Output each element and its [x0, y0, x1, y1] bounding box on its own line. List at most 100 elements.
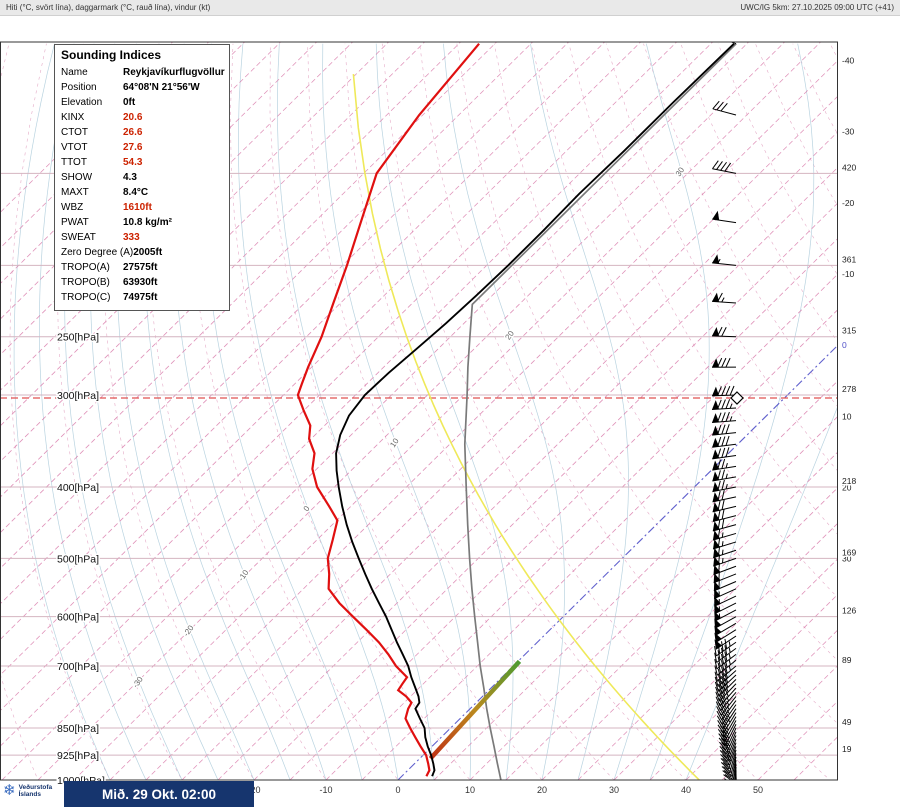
panel-title: Sounding Indices [61, 48, 162, 62]
met-office-logo: ❄ Veðurstofa Íslands [3, 783, 52, 798]
svg-text:89: 89 [842, 655, 852, 665]
index-label: SWEAT [61, 232, 96, 243]
index-label: Name [61, 67, 88, 78]
max-wind-diamond-icon [730, 391, 744, 405]
index-value: 20.6 [123, 112, 143, 123]
snowflake-icon: ❄ [3, 782, 16, 799]
index-label: TROPO(C) [61, 292, 111, 303]
index-row-vtot: VTOT 27.6 [61, 140, 224, 155]
index-row-zero-degree-a-: Zero Degree (A)2005ft [61, 245, 224, 260]
isa-reference-curve [463, 43, 737, 780]
index-value: 27575ft [123, 262, 158, 273]
index-value: 8.4°C [123, 187, 149, 198]
index-row-elevation: Elevation 0ft [61, 95, 224, 110]
svg-text:-10: -10 [236, 568, 250, 583]
svg-text:-30: -30 [131, 674, 145, 689]
index-label: Position [61, 82, 97, 93]
svg-text:-30: -30 [842, 127, 855, 137]
index-label: KINX [61, 112, 85, 123]
index-row-kinx: KINX 20.6 [61, 110, 224, 125]
header-right-label: UWC/IG 5km: 27.10.2025 09:00 UTC (+41) [740, 3, 894, 12]
index-value: 10.8 kg/m² [123, 217, 172, 228]
svg-text:20: 20 [842, 482, 852, 492]
svg-text:278: 278 [842, 384, 856, 394]
svg-text:315: 315 [842, 326, 856, 336]
svg-text:361: 361 [842, 254, 856, 264]
svg-text:-40: -40 [842, 55, 855, 65]
index-label: WBZ [61, 202, 84, 213]
index-value: 54.3 [123, 157, 143, 168]
svg-text:0: 0 [395, 785, 400, 795]
svg-text:20: 20 [537, 785, 547, 795]
logo-line2: Íslands [18, 790, 41, 798]
svg-text:20: 20 [503, 329, 516, 342]
svg-text:850[hPa]: 850[hPa] [57, 723, 99, 735]
logo-line1: Veðurstofa [18, 783, 53, 791]
svg-text:500[hPa]: 500[hPa] [57, 553, 99, 565]
logo-text: Veðurstofa Íslands [19, 784, 53, 798]
svg-text:10: 10 [388, 436, 401, 449]
svg-text:169: 169 [842, 547, 856, 557]
svg-text:30: 30 [842, 554, 852, 564]
index-value: 27.6 [123, 142, 143, 153]
index-label: PWAT [61, 217, 89, 228]
svg-text:400[hPa]: 400[hPa] [57, 482, 99, 494]
svg-text:40: 40 [681, 785, 691, 795]
index-row-name: Name Reykjavíkurflugvöllur [61, 65, 225, 80]
yellow-adiabat-curve [352, 74, 701, 780]
index-row-pwat: PWAT 10.8 kg/m² [61, 215, 224, 230]
svg-text:50: 50 [753, 785, 763, 795]
svg-text:700[hPa]: 700[hPa] [57, 661, 99, 673]
index-value: 26.6 [123, 127, 143, 138]
pressure-axis-labels: 250[hPa] 300[hPa] 400[hPa] 500[hPa] 600[hPa]… [56, 330, 107, 788]
index-row-tropo-b-: TROPO(B) 63930ft [61, 275, 224, 290]
index-label: TROPO(A) [61, 262, 110, 273]
dewpoint-curve [296, 42, 480, 777]
indices-rows: Name Reykjavíkurflugvöllur Position 64°08'N… [61, 65, 225, 305]
header-bar: Hiti (°C, svört lína), daggarmark (°C, r… [0, 0, 900, 16]
svg-text:-10: -10 [842, 269, 855, 279]
temperature-curve [335, 43, 735, 777]
index-label: TTOT [61, 157, 87, 168]
index-value: 1610ft [123, 202, 152, 213]
date-banner: Mið. 29 Okt. 02:00 [64, 781, 254, 807]
index-value: 74975ft [123, 292, 158, 303]
index-value: 4.3 [123, 172, 137, 183]
wind-barbs-column [711, 42, 737, 780]
index-value: 63930ft [123, 277, 158, 288]
index-label: Zero Degree (A) [61, 247, 134, 258]
index-label: CTOT [61, 127, 89, 138]
svg-text:10: 10 [465, 785, 475, 795]
svg-text:126: 126 [842, 606, 856, 616]
index-value: Reykjavíkurflugvöllur [123, 67, 225, 78]
index-row-ctot: CTOT 26.6 [61, 125, 224, 140]
right-axis-labels: -40 -30 -20 -10 0 10 20 30 420 361 315 278 218 169 126… [841, 54, 858, 756]
index-value: 2005ft [133, 247, 163, 258]
index-label: MAXT [61, 187, 89, 198]
index-label: SHOW [61, 172, 93, 183]
svg-text:250[hPa]: 250[hPa] [57, 332, 99, 344]
svg-text:30: 30 [609, 785, 619, 795]
index-row-position: Position 64°08'N 21°56'W [61, 80, 224, 95]
svg-text:10: 10 [842, 411, 852, 421]
svg-text:925[hPa]: 925[hPa] [57, 750, 99, 762]
index-row-tropo-a-: TROPO(A) 27575ft [61, 260, 224, 275]
svg-text:19: 19 [842, 744, 852, 754]
index-value: 64°08'N 21°56'W [123, 82, 200, 93]
index-value: 333 [123, 232, 140, 243]
header-left-label: Hiti (°C, svört lína), daggarmark (°C, r… [6, 3, 211, 12]
index-row-wbz: WBZ 1610ft [61, 200, 224, 215]
index-row-show: SHOW 4.3 [61, 170, 224, 185]
svg-text:0: 0 [842, 340, 847, 350]
plot-border [0, 41, 838, 781]
index-row-tropo-c-: TROPO(C) 74975ft [61, 290, 224, 305]
sounding-indices-panel: Sounding Indices Name Reykjavíkurflugvöll… [54, 44, 230, 311]
svg-text:218: 218 [842, 476, 856, 486]
index-label: Elevation [61, 97, 103, 108]
svg-text:-10: -10 [319, 785, 332, 795]
index-label: TROPO(B) [61, 277, 110, 288]
date-label: Mið. 29 Okt. 02:00 [101, 786, 217, 802]
svg-text:600[hPa]: 600[hPa] [57, 612, 99, 624]
index-label: VTOT [61, 142, 88, 153]
freezing-level-band [428, 659, 522, 761]
